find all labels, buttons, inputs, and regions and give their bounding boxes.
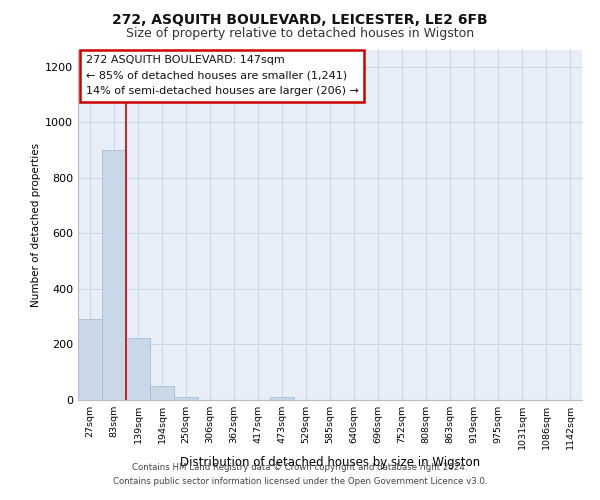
Bar xyxy=(126,338,150,400)
Text: Contains HM Land Registry data © Crown copyright and database right 2024.: Contains HM Land Registry data © Crown c… xyxy=(132,464,468,472)
Bar xyxy=(270,397,294,400)
Bar xyxy=(102,150,126,400)
Text: Size of property relative to detached houses in Wigston: Size of property relative to detached ho… xyxy=(126,28,474,40)
Bar xyxy=(78,320,102,400)
Bar xyxy=(150,386,174,400)
Text: Contains public sector information licensed under the Open Government Licence v3: Contains public sector information licen… xyxy=(113,477,487,486)
Text: 272 ASQUITH BOULEVARD: 147sqm
← 85% of detached houses are smaller (1,241)
14% o: 272 ASQUITH BOULEVARD: 147sqm ← 85% of d… xyxy=(86,56,358,96)
Text: 272, ASQUITH BOULEVARD, LEICESTER, LE2 6FB: 272, ASQUITH BOULEVARD, LEICESTER, LE2 6… xyxy=(112,12,488,26)
X-axis label: Distribution of detached houses by size in Wigston: Distribution of detached houses by size … xyxy=(180,456,480,469)
Y-axis label: Number of detached properties: Number of detached properties xyxy=(31,143,41,307)
Bar xyxy=(174,397,198,400)
